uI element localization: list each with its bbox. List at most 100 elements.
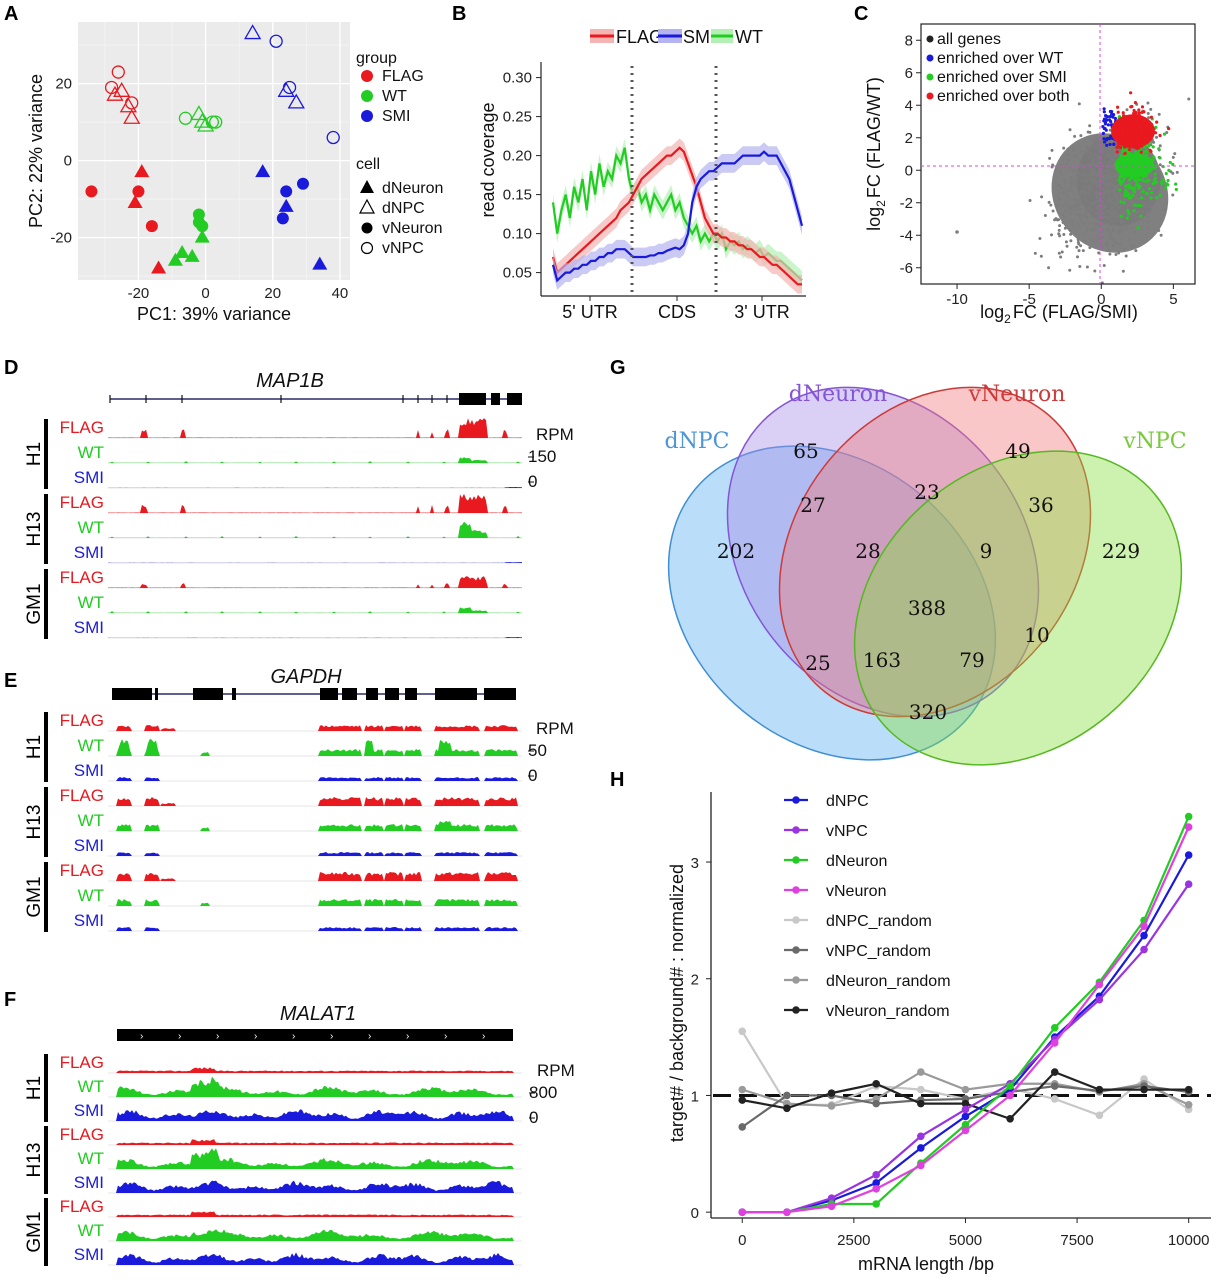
fc-point-enriched-smi <box>1139 204 1143 208</box>
fc-point-enriched-wt <box>1112 112 1116 117</box>
fc-point-enriched-both <box>1121 142 1125 147</box>
fc-point-enriched-smi <box>1139 214 1143 218</box>
pca-ticks: -20 0 20 40 20 0 -20 <box>50 76 348 302</box>
fc-point-all-genes <box>1079 190 1083 194</box>
series-point-dnpc <box>1140 931 1148 940</box>
signal-wt-gm1 <box>108 899 522 906</box>
fc-point-enriched-smi <box>1160 181 1164 186</box>
fc-point-all-genes <box>1083 240 1087 244</box>
fc-point-enriched-both <box>1135 146 1139 150</box>
fc-point-all-genes <box>1105 177 1109 181</box>
fc-point-all-genes <box>1120 197 1124 201</box>
track-label-smi: SMI <box>74 468 104 487</box>
fc-point-all-genes <box>1113 240 1117 244</box>
fc-point-all-genes <box>1098 231 1102 235</box>
fc-point-all-genes <box>1067 159 1071 163</box>
fc-point-all-genes <box>1094 228 1098 232</box>
fc-y-tick: -6 <box>900 260 913 277</box>
fc-point-all-genes <box>1158 163 1162 167</box>
series-point-vneuron <box>1095 980 1104 989</box>
track-label-smi: SMI <box>74 1245 104 1264</box>
fc-point-all-genes <box>1060 250 1064 254</box>
legend-label-dneuron-random: dNeuron_random <box>826 973 951 990</box>
pca-plot-background <box>78 22 350 280</box>
fc-point-enriched-both <box>1134 110 1138 115</box>
fc-point-enriched-both <box>1139 142 1143 146</box>
fc-point-all-genes <box>1126 206 1130 210</box>
gene-exon-block <box>459 393 486 405</box>
fc-y-tick: 0 <box>905 162 913 179</box>
pca-point-wt-vnpc <box>178 111 193 125</box>
fc-y-tick: -2 <box>900 195 913 212</box>
fc-point-all-genes <box>1113 228 1117 232</box>
pca-point-wt-dneuron <box>194 229 210 243</box>
venn-set-vnpc <box>853 450 1183 766</box>
fc-point-all-genes <box>1076 238 1080 242</box>
fc-point-all-genes <box>1118 193 1122 197</box>
fc-point-all-genes <box>1098 213 1102 217</box>
fc-point-enriched-smi <box>1153 172 1157 176</box>
fc-point-enriched-smi <box>1123 184 1128 188</box>
fc-point-all-genes <box>1109 211 1113 215</box>
coverage-y-tick: 0.30 <box>503 70 532 87</box>
fc-point-enriched-wt <box>1105 118 1109 122</box>
pca-points <box>85 24 340 274</box>
pca-x-tick: 40 <box>332 285 349 302</box>
length-x-tick: 2500 <box>837 1232 870 1249</box>
fc-point-all-genes <box>1113 148 1117 152</box>
fc-point-all-genes <box>1102 187 1106 191</box>
legend-label-vnpc: vNPC <box>826 823 868 840</box>
signal-smi-h13 <box>108 1180 522 1193</box>
fc-point-all-genes <box>1088 167 1092 171</box>
fc-point-all-genes <box>1111 244 1115 248</box>
fc-point-all-genes <box>1077 102 1081 106</box>
fc-point-all-genes <box>1135 210 1139 214</box>
series-point-vnpc-random <box>783 1091 791 1100</box>
track-label-flag: FLAG <box>60 786 104 805</box>
track-label-wt: WT <box>78 1221 104 1240</box>
fc-point-enriched-both <box>1127 117 1131 121</box>
fc-point-enriched-wt <box>1101 131 1106 135</box>
fc-point-enriched-smi <box>1158 156 1162 160</box>
fc-point-all-genes <box>1133 194 1137 198</box>
fc-point-all-genes <box>1119 229 1123 233</box>
fc-point-all-genes <box>1088 124 1092 128</box>
venn-count-dnpc-vneuron: 25 <box>805 651 830 675</box>
pca-legend-shape-vneuron <box>361 222 373 234</box>
gene-exon-block <box>112 688 152 700</box>
fc-point-all-genes <box>1102 192 1106 196</box>
fc-point-all-genes <box>1073 134 1077 138</box>
track-label-wt: WT <box>78 1149 104 1168</box>
fc-point-enriched-both <box>1123 145 1127 149</box>
series-point-vneuron <box>961 1126 970 1135</box>
pca-legend-cell-title: cell <box>356 156 380 173</box>
fc-point-enriched-smi <box>1120 174 1124 179</box>
fc-point-enriched-both <box>1147 126 1151 130</box>
fc-x-tick: -5 <box>1022 291 1035 308</box>
fc-point-all-genes <box>1047 266 1051 270</box>
track-label-smi: SMI <box>74 543 104 562</box>
scale-unit: RPM <box>536 719 574 738</box>
fc-point-enriched-both <box>1148 136 1152 140</box>
legend-smi: SMI <box>683 27 715 47</box>
pca-legend-label-vneuron: vNeuron <box>382 220 442 237</box>
coverage-y-tick: 0.05 <box>503 265 532 282</box>
fc-point-all-genes <box>1113 154 1117 158</box>
series-point-dnpc <box>961 1112 970 1121</box>
sample-label-gm1: GM1 <box>24 583 45 624</box>
legend-dot-dnpc-random <box>792 916 800 924</box>
fc-point-all-genes <box>1059 170 1063 174</box>
gene-exon-block <box>366 688 378 700</box>
fc-point-all-genes <box>1064 209 1068 213</box>
fc-point-all-genes <box>1106 153 1110 157</box>
fc-point-enriched-both <box>1133 101 1138 105</box>
fc-point-all-genes <box>1096 141 1100 145</box>
fc-point-all-genes <box>1122 247 1126 251</box>
panel-e-gapdh-tracks: GAPDH H1 FLAG WT SMI H13 FLAG WT SMI GM1 FLAG WT SMI… <box>24 666 574 932</box>
pca-point-smi-dnpc <box>243 24 262 40</box>
fc-point-all-genes <box>1093 269 1097 273</box>
fc-point-enriched-smi <box>1119 214 1123 218</box>
pca-point-smi-dnpc <box>277 82 295 97</box>
fc-point-all-genes <box>1091 157 1095 161</box>
pca-point-smi-vneuron <box>276 212 289 225</box>
